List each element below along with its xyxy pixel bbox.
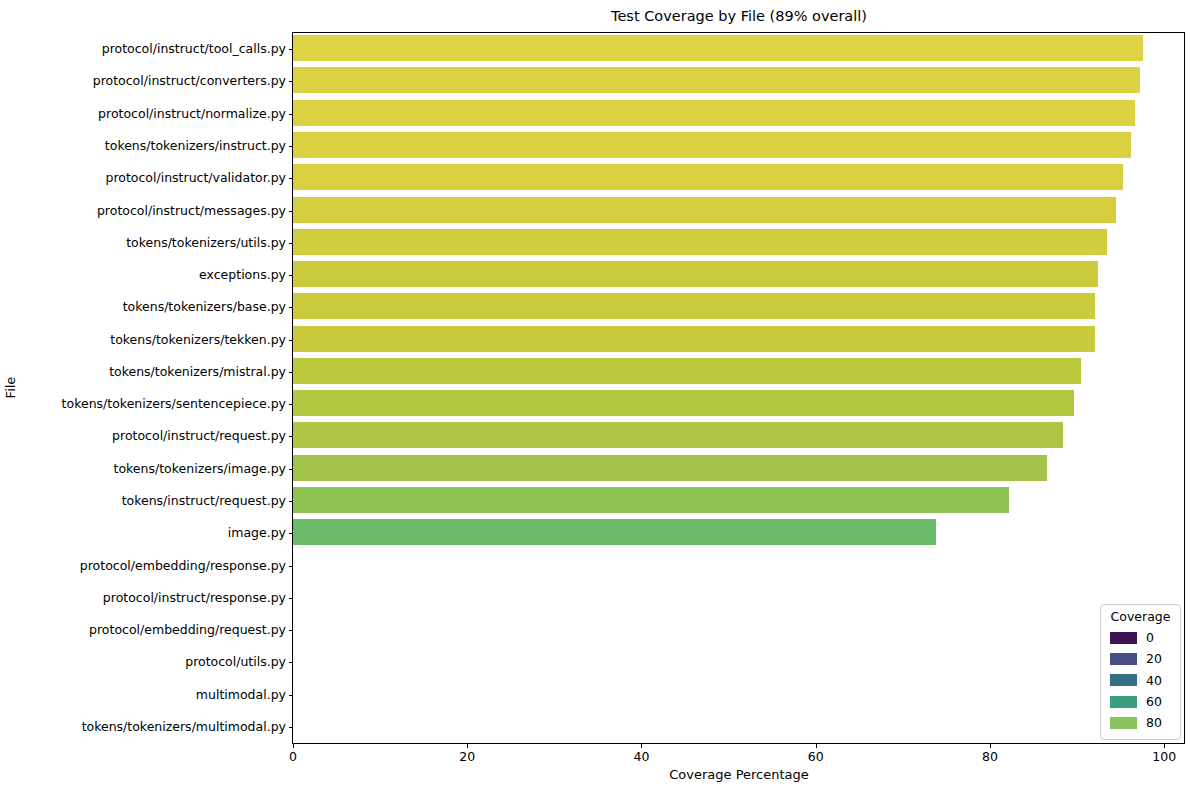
legend-swatch — [1110, 632, 1137, 644]
plot-area — [292, 32, 1185, 744]
legend-entry-label: 60 — [1146, 694, 1162, 709]
y-tick-label: tokens/tokenizers/instruct.py — [0, 138, 286, 154]
y-tick-mark — [289, 695, 293, 696]
y-tick-label: tokens/tokenizers/image.py — [0, 461, 286, 477]
y-tick-label: protocol/embedding/request.py — [0, 622, 286, 638]
bar — [293, 35, 1143, 61]
y-tick-mark — [289, 727, 293, 728]
y-tick-mark — [289, 211, 293, 212]
bar — [293, 358, 1081, 384]
bar — [293, 487, 1009, 513]
y-tick-mark — [289, 243, 293, 244]
y-tick-mark — [289, 178, 293, 179]
legend-swatch — [1110, 696, 1137, 708]
y-axis-label: File — [3, 213, 18, 563]
y-tick-mark — [289, 275, 293, 276]
legend-swatch — [1110, 674, 1137, 686]
y-tick-label: multimodal.py — [0, 687, 286, 703]
y-tick-label: protocol/utils.py — [0, 654, 286, 670]
y-tick-mark — [289, 49, 293, 50]
legend-entries: 0 20 40 60 80 — [1101, 627, 1180, 733]
bar — [293, 293, 1095, 319]
y-tick-label: image.py — [0, 525, 286, 541]
y-tick-mark — [289, 469, 293, 470]
legend-swatch — [1110, 717, 1137, 729]
bar — [293, 164, 1123, 190]
y-tick-mark — [289, 566, 293, 567]
bar — [293, 519, 936, 545]
x-tick-mark — [816, 744, 817, 748]
legend-title: Coverage — [1101, 609, 1180, 624]
legend-entry: 60 — [1101, 691, 1180, 712]
x-tick-mark — [293, 744, 294, 748]
y-tick-mark — [289, 81, 293, 82]
bar — [293, 67, 1140, 93]
bar — [293, 422, 1063, 448]
y-tick-mark — [289, 372, 293, 373]
y-tick-mark — [289, 340, 293, 341]
y-tick-label: protocol/embedding/response.py — [0, 558, 286, 574]
chart-title: Test Coverage by File (89% overall) — [293, 8, 1185, 24]
y-tick-mark — [289, 662, 293, 663]
y-tick-label: tokens/tokenizers/multimodal.py — [0, 719, 286, 735]
y-tick-label: protocol/instruct/tool_calls.py — [0, 41, 286, 57]
x-tick-label: 60 — [786, 749, 846, 764]
y-tick-label: tokens/tokenizers/utils.py — [0, 235, 286, 251]
y-tick-mark — [289, 501, 293, 502]
x-axis-label: Coverage Percentage — [293, 767, 1185, 782]
bar — [293, 197, 1116, 223]
y-tick-label: protocol/instruct/validator.py — [0, 170, 286, 186]
y-tick-mark — [289, 533, 293, 534]
x-tick-label: 0 — [263, 749, 323, 764]
y-tick-label: tokens/tokenizers/sentencepiece.py — [0, 396, 286, 412]
bar — [293, 261, 1098, 287]
x-tick-mark — [467, 744, 468, 748]
bar — [293, 100, 1135, 126]
y-tick-mark — [289, 307, 293, 308]
y-tick-mark — [289, 114, 293, 115]
y-tick-label: tokens/instruct/request.py — [0, 493, 286, 509]
legend-entry: 80 — [1101, 712, 1180, 733]
x-tick-label: 20 — [437, 749, 497, 764]
y-tick-mark — [289, 630, 293, 631]
y-tick-mark — [289, 598, 293, 599]
y-tick-label: tokens/tokenizers/tekken.py — [0, 332, 286, 348]
x-tick-label: 80 — [960, 749, 1020, 764]
x-tick-mark — [990, 744, 991, 748]
legend-entry: 20 — [1101, 648, 1180, 669]
x-tick-label: 40 — [611, 749, 671, 764]
legend-entry: 0 — [1101, 627, 1180, 648]
legend-entry-label: 20 — [1146, 651, 1162, 666]
y-tick-label: exceptions.py — [0, 267, 286, 283]
y-tick-label: tokens/tokenizers/base.py — [0, 299, 286, 315]
legend-entry: 40 — [1101, 670, 1180, 691]
legend-swatch — [1110, 653, 1137, 665]
legend: Coverage 0 20 40 60 80 — [1100, 604, 1181, 740]
y-tick-label: protocol/instruct/converters.py — [0, 73, 286, 89]
y-tick-mark — [289, 436, 293, 437]
y-tick-label: protocol/instruct/messages.py — [0, 203, 286, 219]
x-tick-mark — [641, 744, 642, 748]
bar — [293, 326, 1095, 352]
bar — [293, 132, 1131, 158]
y-tick-label: protocol/instruct/request.py — [0, 428, 286, 444]
x-tick-mark — [1164, 744, 1165, 748]
bar — [293, 455, 1047, 481]
legend-entry-label: 40 — [1146, 673, 1162, 688]
y-tick-mark — [289, 146, 293, 147]
legend-entry-label: 0 — [1146, 630, 1154, 645]
y-tick-label: protocol/instruct/normalize.py — [0, 106, 286, 122]
coverage-bar-chart: Test Coverage by File (89% overall) prot… — [0, 0, 1200, 800]
legend-entry-label: 80 — [1146, 715, 1162, 730]
y-tick-label: protocol/instruct/response.py — [0, 590, 286, 606]
x-tick-label: 100 — [1134, 749, 1194, 764]
y-tick-label: tokens/tokenizers/mistral.py — [0, 364, 286, 380]
bar — [293, 229, 1107, 255]
y-tick-mark — [289, 404, 293, 405]
bar — [293, 390, 1074, 416]
